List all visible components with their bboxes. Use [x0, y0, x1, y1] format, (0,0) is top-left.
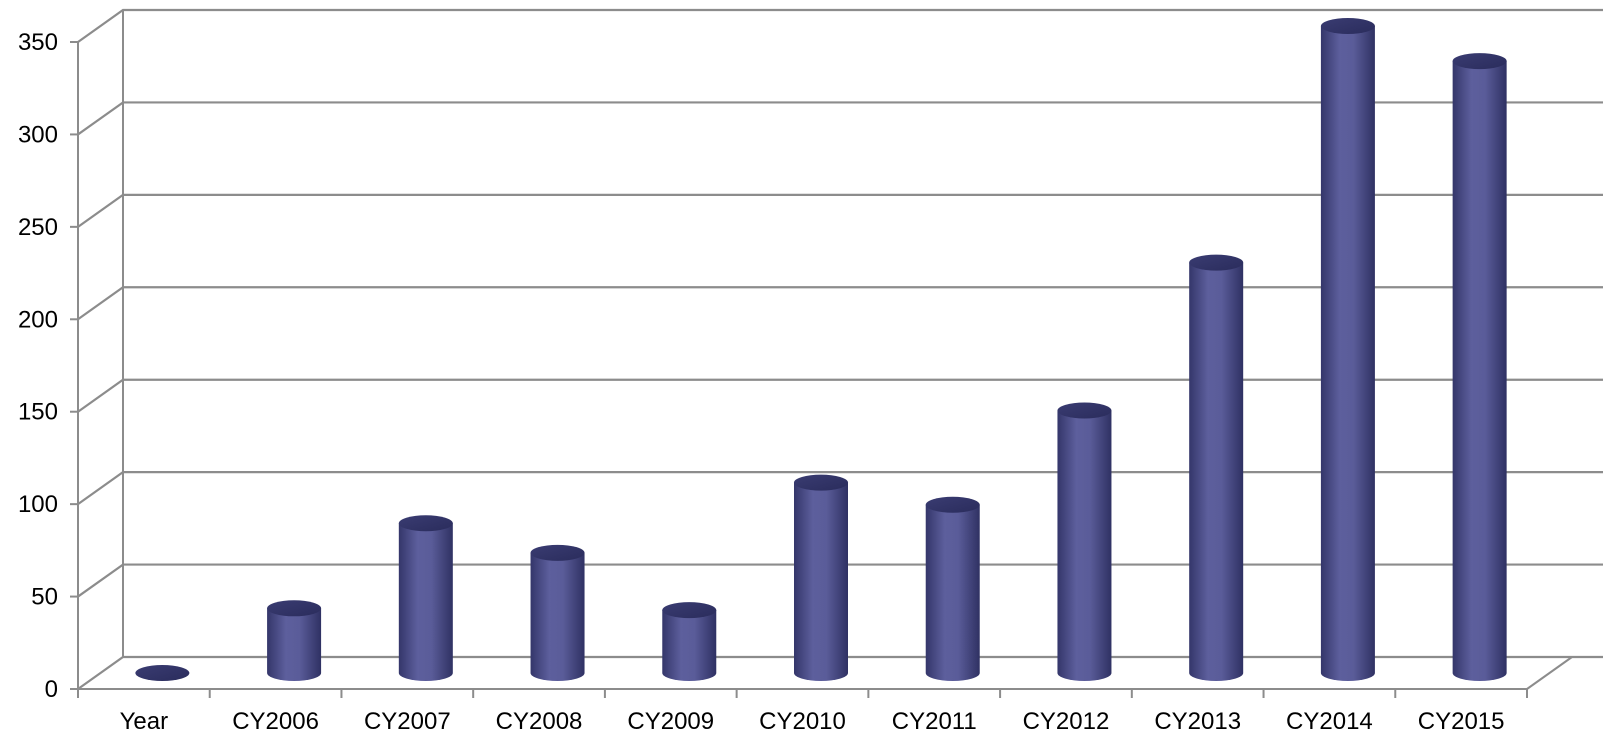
- gridline: [77, 101, 1603, 136]
- x-tick-label: CY2008: [496, 708, 583, 735]
- bar: [925, 496, 980, 681]
- x-tick-label: CY2009: [627, 708, 714, 735]
- gridline: [77, 193, 1603, 228]
- y-axis-ticks: 0 50 100 150 200 250 300 350: [18, 29, 78, 703]
- grid: [77, 8, 1603, 690]
- bar: [267, 600, 322, 681]
- x-tick-label: CY2006: [232, 708, 319, 735]
- x-tick-label: CY2013: [1154, 708, 1241, 735]
- x-tick-label: CY2010: [759, 708, 846, 735]
- x-tick-label: CY2015: [1418, 708, 1505, 735]
- bar: [662, 602, 717, 681]
- bar: [794, 474, 848, 681]
- floor-right-edge: [1526, 656, 1573, 690]
- x-tick-label: CY2014: [1286, 708, 1373, 735]
- y-tick-label: 200: [18, 306, 58, 333]
- y-tick-label: 100: [18, 491, 58, 518]
- bar-top: [1057, 402, 1112, 419]
- bar-top: [1452, 53, 1507, 70]
- bar-body: [1057, 410, 1112, 681]
- bar-body: [1320, 26, 1375, 681]
- bar: [1320, 18, 1375, 681]
- bar-top: [135, 665, 190, 681]
- bar-body: [662, 610, 717, 681]
- x-tick-label: CY2007: [364, 708, 451, 735]
- bar: [530, 544, 585, 681]
- bar-top: [398, 515, 453, 532]
- x-axis-ticks: Year CY2006 CY2007 CY2008 CY2009 CY2010 CY2011…: [77, 689, 1528, 735]
- bar: [135, 665, 190, 681]
- y-tick-label: 50: [31, 584, 58, 611]
- bar-body: [398, 523, 453, 681]
- bar-body: [1189, 262, 1244, 681]
- bar-body: [1452, 61, 1507, 681]
- bar-body: [925, 504, 980, 681]
- bar-top: [925, 496, 980, 513]
- y-tick-label: 250: [18, 214, 58, 241]
- bar: [398, 515, 453, 681]
- bar-top: [1320, 18, 1375, 34]
- bars: [135, 18, 1507, 681]
- y-tick-label: 0: [45, 676, 58, 703]
- y-tick-label: 300: [18, 121, 58, 148]
- bar: [1189, 254, 1244, 681]
- bar-top: [794, 474, 848, 491]
- bar-body: [794, 482, 848, 681]
- gridline: [77, 8, 1603, 43]
- x-tick-label: CY2012: [1023, 708, 1110, 735]
- gridline: [77, 286, 1603, 321]
- bar-top: [1189, 254, 1244, 271]
- axes: [77, 42, 1527, 690]
- x-tick-label: CY2011: [892, 708, 977, 735]
- y-tick-label: 350: [18, 29, 58, 56]
- bar: [1452, 53, 1507, 681]
- gridline: [77, 378, 1603, 413]
- bar-top: [267, 600, 322, 617]
- y-tick-label: 150: [18, 399, 58, 426]
- bar: [1057, 402, 1112, 681]
- bar-top: [530, 544, 585, 561]
- x-tick-label: Year: [120, 708, 169, 735]
- bar-top: [662, 602, 717, 619]
- bar-body: [267, 608, 322, 681]
- bar-body: [530, 552, 585, 681]
